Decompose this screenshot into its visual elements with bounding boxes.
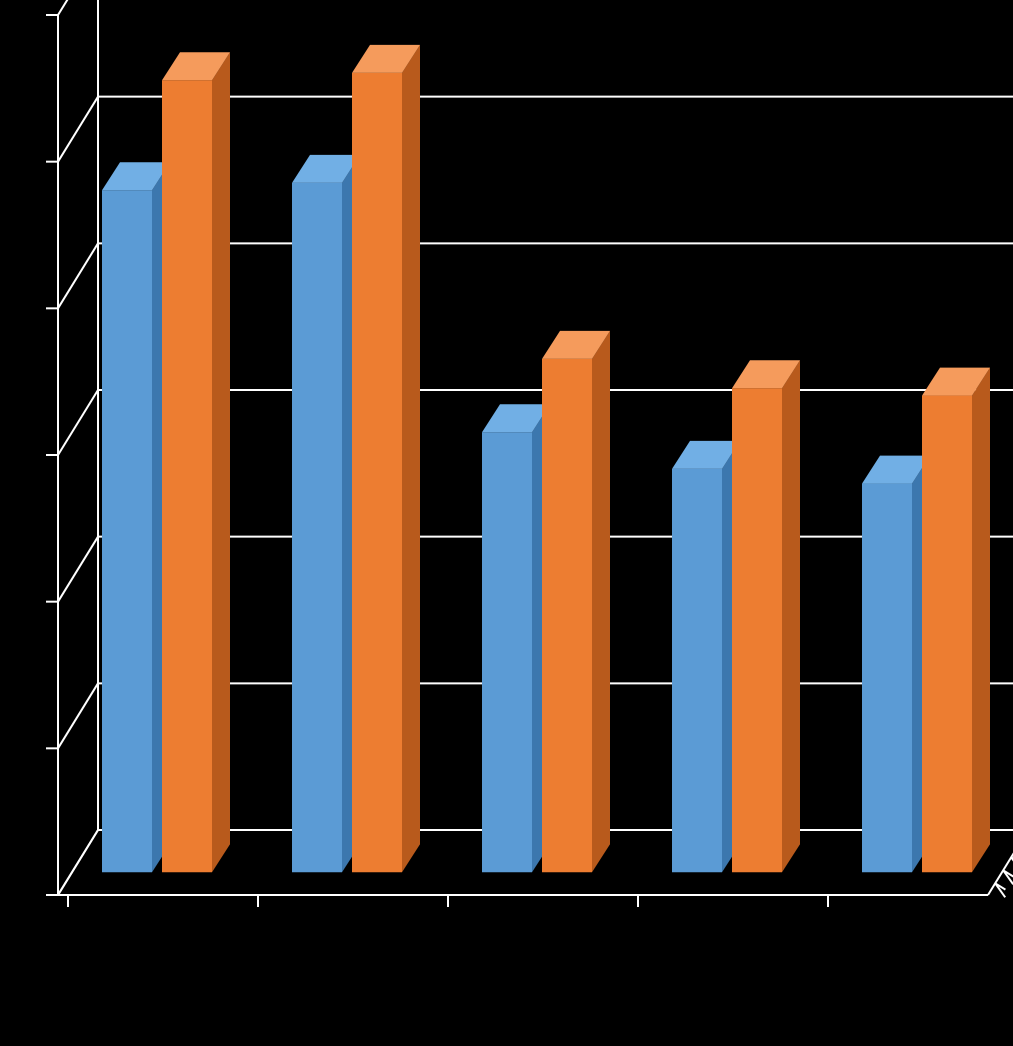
bar-series-b-cat2 — [542, 331, 610, 872]
bar-series-b-cat0 — [162, 52, 230, 872]
bar-series-a-cat0 — [102, 162, 170, 872]
bar-series-a-cat4 — [862, 456, 930, 873]
bar-series-b-cat4 — [922, 368, 990, 873]
bar-series-a-cat1 — [292, 155, 360, 872]
bar-series-b-cat3 — [732, 360, 800, 872]
bar-chart-3d — [0, 0, 1013, 1046]
bar-series-a-cat2 — [482, 404, 550, 872]
bar-series-a-cat3 — [672, 441, 740, 872]
bars-group — [102, 45, 990, 872]
bar-series-b-cat1 — [352, 45, 420, 872]
